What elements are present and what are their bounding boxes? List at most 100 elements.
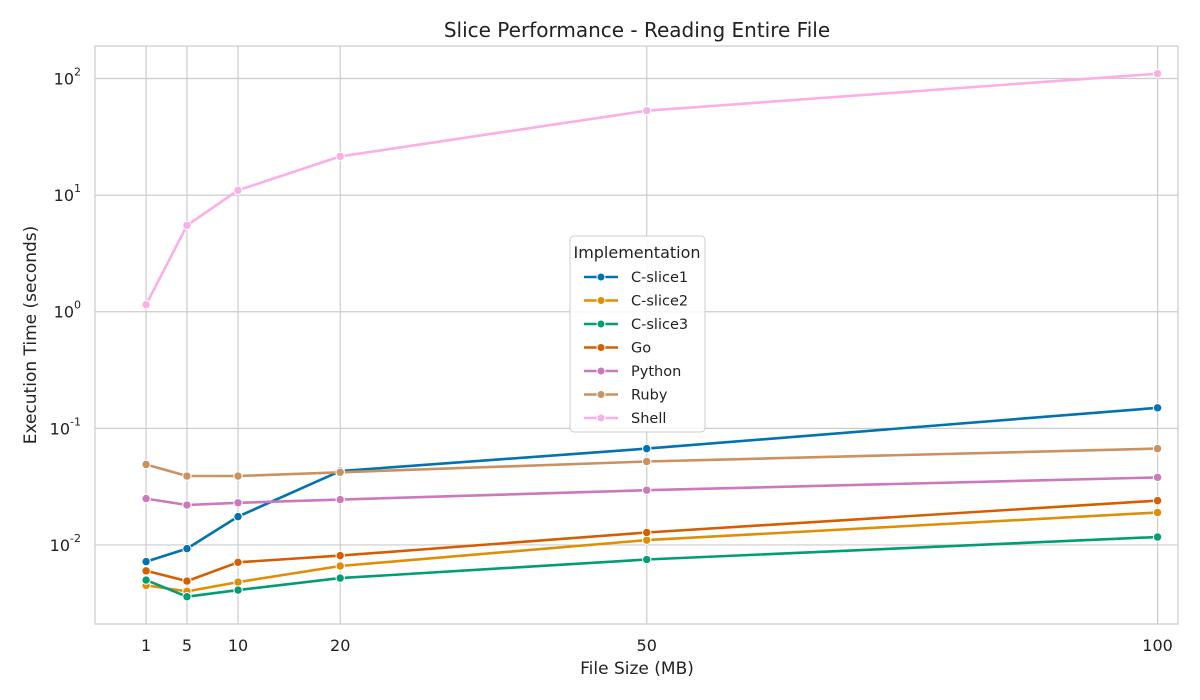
legend-marker	[596, 272, 606, 282]
x-tick-label: 1	[141, 636, 151, 655]
x-tick-label: 10	[228, 636, 248, 655]
y-tick-label: 10-1	[50, 415, 81, 438]
data-point	[182, 576, 192, 586]
data-point	[642, 535, 652, 545]
data-point	[182, 500, 192, 510]
y-tick-exponent: 1	[74, 182, 81, 195]
data-point	[1152, 532, 1163, 542]
legend-label: Ruby	[631, 388, 668, 404]
series-line	[144, 499, 1159, 583]
legend-title: Implementation	[573, 243, 700, 262]
y-axis-label: Execution Time (seconds)	[21, 226, 41, 445]
data-point	[141, 299, 151, 310]
data-point	[141, 566, 151, 576]
y-tick-label: 102	[54, 66, 81, 89]
y-tick-base: 10	[54, 186, 74, 205]
data-point	[233, 585, 243, 595]
y-tick-exponent: 2	[74, 66, 81, 79]
legend-item: Shell	[584, 411, 666, 427]
series-shell	[141, 68, 1163, 310]
series-python	[141, 472, 1163, 510]
data-point	[335, 151, 345, 162]
y-tick-label: 100	[54, 299, 81, 322]
data-point	[335, 550, 345, 561]
data-point	[642, 527, 652, 538]
y-tick-base: 10	[54, 303, 74, 322]
data-point	[335, 573, 345, 583]
series-line	[144, 511, 1159, 593]
y-tick-base: 10	[50, 419, 70, 438]
series-layer	[141, 68, 1163, 602]
series-line	[144, 447, 1159, 478]
legend-marker	[596, 390, 606, 399]
plot-frame	[94, 45, 1179, 625]
legend-label: Go	[631, 341, 651, 357]
data-point	[233, 471, 243, 481]
series-line	[144, 406, 1159, 563]
legend-item: C-slice1	[584, 270, 688, 286]
x-tick-label: 5	[182, 636, 192, 655]
data-point	[642, 105, 652, 116]
data-point	[233, 185, 243, 195]
series-line	[144, 535, 1159, 599]
data-point	[642, 554, 652, 565]
legend-label: Shell	[631, 411, 666, 427]
data-point	[642, 456, 652, 467]
legend-label: C-slice3	[631, 317, 688, 333]
data-point	[141, 556, 151, 567]
data-point	[141, 459, 151, 470]
data-point	[182, 220, 192, 231]
data-point	[182, 471, 192, 481]
legend-items: C-slice1 C-slice2 C-slice3 Go Python Ruby Shel…	[584, 270, 688, 427]
legend-marker	[596, 296, 606, 305]
y-tick-label: 101	[54, 182, 81, 205]
data-point	[642, 443, 652, 454]
data-point	[335, 561, 345, 571]
data-point	[335, 467, 345, 477]
data-point	[335, 494, 345, 505]
x-axis-label: File Size (MB)	[580, 659, 694, 679]
legend-marker	[596, 366, 606, 376]
series-ruby	[141, 443, 1163, 481]
y-tick-exponent: -2	[70, 532, 81, 545]
y-tick-base: 10	[54, 70, 74, 89]
legend-marker	[596, 319, 606, 329]
data-point	[1152, 403, 1163, 413]
data-point	[1152, 507, 1163, 518]
data-point	[141, 493, 151, 504]
data-point	[1152, 495, 1163, 506]
legend-item: Go	[584, 341, 651, 357]
legend-item: Python	[584, 364, 681, 380]
legend-label: Python	[631, 364, 681, 380]
legend-label: C-slice2	[631, 294, 688, 310]
y-tick-exponent: -1	[70, 415, 81, 428]
data-point	[141, 575, 151, 585]
legend-marker	[596, 343, 606, 352]
legend-item: C-slice3	[584, 317, 688, 333]
data-point	[1152, 443, 1163, 454]
series-line	[144, 72, 1159, 307]
data-point	[642, 485, 652, 495]
series-line	[144, 476, 1159, 507]
series-go	[141, 495, 1163, 586]
data-point	[233, 511, 243, 522]
y-tick-label: 10-2	[50, 532, 81, 555]
legend-label: C-slice1	[631, 270, 688, 286]
data-point	[233, 577, 243, 587]
data-point	[233, 557, 243, 568]
data-point	[182, 543, 192, 554]
chart-title: Slice Performance - Reading Entire File	[444, 18, 830, 42]
legend-item: Ruby	[584, 388, 668, 404]
legend-item: C-slice2	[584, 294, 688, 310]
series-c-slice3	[141, 532, 1163, 602]
x-tick-label: 100	[1142, 636, 1173, 655]
legend-box	[569, 235, 706, 433]
legend: Implementation C-slice1 C-slice2 C-slice3 G…	[569, 235, 706, 433]
y-tick-base: 10	[50, 536, 70, 555]
y-tick-exponent: 0	[74, 299, 81, 312]
data-point	[1152, 68, 1163, 79]
data-point	[1152, 472, 1163, 483]
x-tick-label: 20	[330, 636, 350, 655]
